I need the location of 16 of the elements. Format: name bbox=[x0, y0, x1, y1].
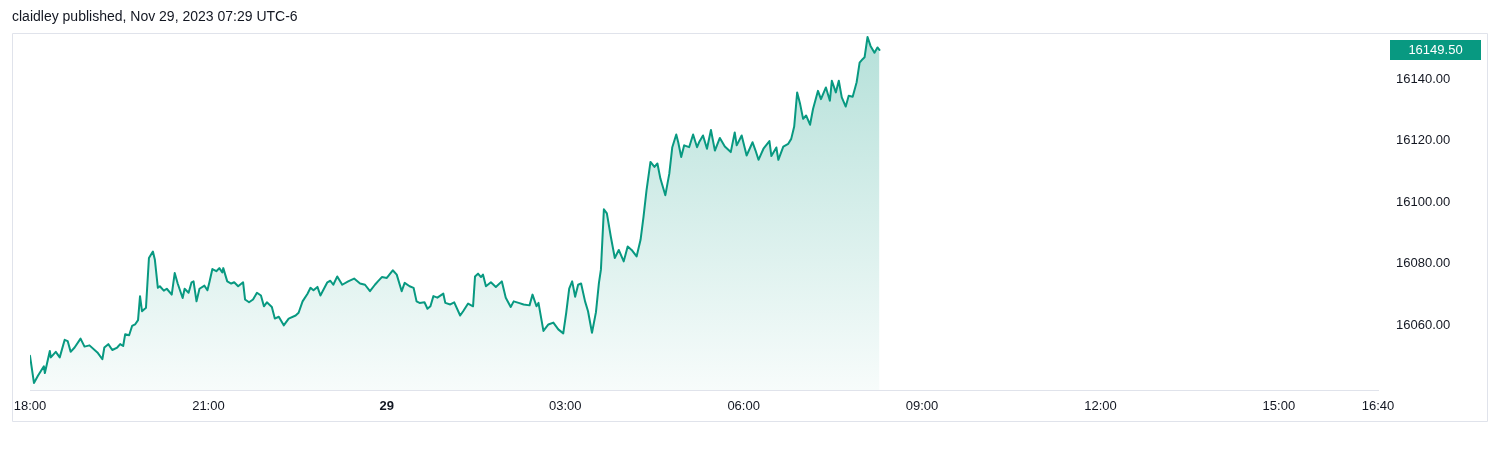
y-tick-label: 16060.00 bbox=[1396, 316, 1451, 332]
x-tick-label: 29 bbox=[379, 398, 395, 414]
y-tick-label: 16120.00 bbox=[1396, 132, 1451, 148]
y-tick-label: 16100.00 bbox=[1396, 193, 1451, 209]
x-tick-label: 21:00 bbox=[192, 398, 225, 414]
x-tick-label: 03:00 bbox=[548, 398, 582, 414]
x-tick-label: 18:00 bbox=[13, 398, 47, 414]
x-tick-label: 09:00 bbox=[905, 398, 939, 414]
y-tick-label: 16080.00 bbox=[1396, 255, 1451, 271]
x-tick-label: 06:00 bbox=[727, 398, 760, 414]
x-tick-label: 16:40 bbox=[1361, 398, 1395, 414]
x-tick-label: 15:00 bbox=[1262, 398, 1296, 414]
y-tick-label: 16140.00 bbox=[1396, 70, 1451, 86]
x-tick-label: 12:00 bbox=[1084, 398, 1117, 414]
chart-title: claidley published, Nov 29, 2023 07:29 UTC-6 bbox=[12, 7, 298, 24]
text: 16149.50 bbox=[1408, 42, 1463, 57]
